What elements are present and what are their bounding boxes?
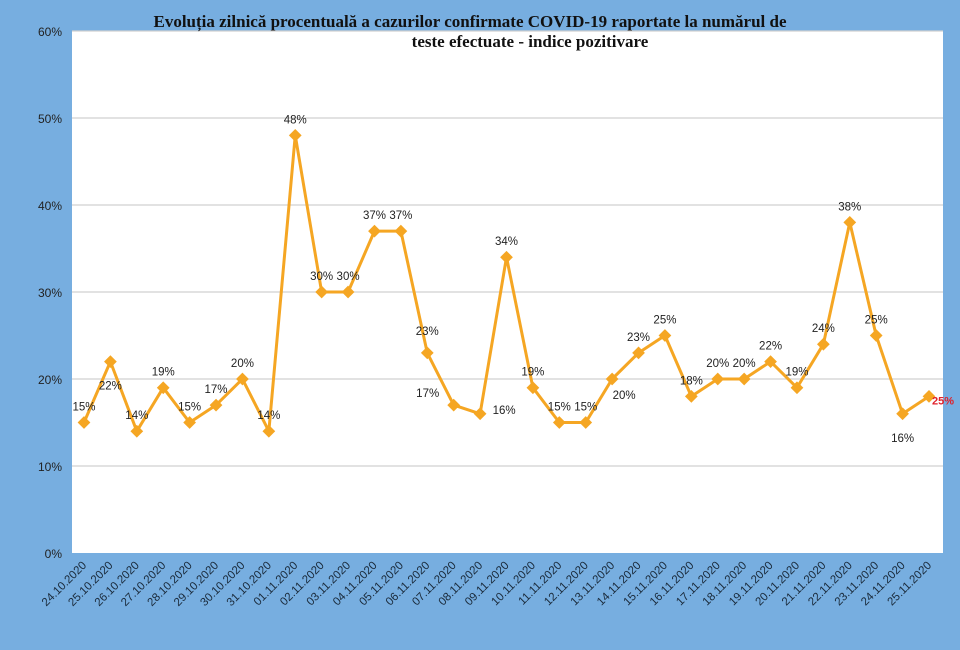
data-label: 15% (72, 402, 95, 414)
data-label: 25% (865, 315, 888, 327)
data-point (104, 355, 117, 368)
data-point (368, 224, 381, 238)
data-point (288, 129, 302, 142)
y-tick-label: 20% (38, 373, 62, 387)
data-label: 16% (493, 405, 516, 417)
data-point (262, 424, 276, 438)
data-label: 30% (310, 271, 333, 283)
y-tick-label: 10% (38, 460, 62, 474)
data-label: 25% (653, 315, 676, 327)
data-label: 24% (812, 323, 835, 335)
data-label: 20% (733, 358, 756, 370)
data-label: 25% (932, 395, 954, 407)
data-point (183, 416, 196, 429)
y-tick-label: 50% (38, 112, 62, 126)
data-point (473, 407, 487, 421)
data-point (447, 398, 461, 412)
data-label: 20% (706, 358, 729, 370)
data-point (209, 398, 223, 412)
chart-title-line-2: teste efectuate - indice pozitivare (411, 32, 649, 51)
data-label: 14% (125, 410, 148, 422)
data-label: 37% (389, 210, 412, 222)
data-label: 23% (627, 332, 650, 344)
data-point (236, 372, 249, 386)
data-point (341, 285, 355, 299)
data-label: 15% (178, 402, 201, 414)
y-tick-label: 60% (38, 25, 62, 39)
data-label: 38% (838, 201, 861, 213)
data-point (130, 424, 144, 438)
data-point (315, 285, 329, 299)
data-label: 22% (759, 341, 782, 353)
data-point (500, 250, 513, 264)
data-label: 48% (284, 114, 307, 126)
y-tick-label: 0% (45, 547, 63, 561)
data-label: 20% (613, 390, 636, 402)
data-label: 15% (574, 402, 597, 414)
data-label: 22% (99, 381, 122, 393)
data-label: 17% (205, 384, 228, 396)
chart-title: Evoluția zilnică procentuală a cazurilor… (100, 12, 840, 52)
data-point (394, 224, 408, 238)
data-label: 15% (548, 402, 571, 414)
data-point (77, 416, 91, 429)
data-label: 34% (495, 236, 518, 248)
data-label: 19% (785, 367, 808, 379)
y-tick-label: 30% (38, 286, 62, 300)
data-point (156, 381, 170, 395)
data-label: 23% (416, 326, 439, 338)
y-tick-label: 40% (38, 199, 62, 213)
data-label: 17% (416, 388, 439, 400)
data-label: 37% (363, 210, 386, 222)
data-label: 18% (680, 375, 703, 387)
data-point (420, 346, 434, 360)
data-label: 14% (257, 410, 280, 422)
data-label: 19% (152, 367, 175, 379)
data-label: 16% (891, 433, 914, 445)
data-label: 19% (521, 367, 544, 379)
chart-title-line-1: Evoluția zilnică procentuală a cazurilor… (153, 12, 787, 31)
data-label: 20% (231, 358, 254, 370)
data-label: 30% (337, 271, 360, 283)
